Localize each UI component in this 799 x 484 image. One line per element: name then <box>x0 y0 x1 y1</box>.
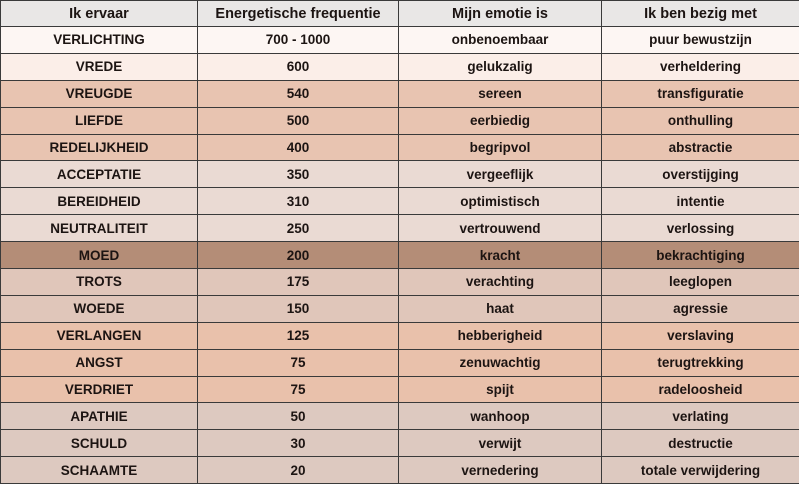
table-row: TROTS 175 verachting leeglopen <box>0 268 799 296</box>
emotion-cell: kracht <box>398 241 602 270</box>
activity-cell: verlossing <box>601 214 799 243</box>
activity-cell: abstractie <box>601 133 799 162</box>
emotion-cell: spijt <box>398 375 602 404</box>
frequency-cell: 350 <box>197 160 399 189</box>
header-frequency: Energetische frequentie <box>197 0 399 27</box>
state-cell: ACCEPTATIE <box>0 160 198 189</box>
frequency-cell: 30 <box>197 429 399 458</box>
frequency-cell: 175 <box>197 268 399 296</box>
activity-cell: agressie <box>601 294 799 323</box>
frequency-cell: 540 <box>197 79 399 108</box>
activity-cell: transfiguratie <box>601 79 799 108</box>
header-activity: Ik ben bezig met <box>601 0 799 27</box>
activity-cell: destructie <box>601 429 799 458</box>
frequency-cell: 20 <box>197 456 399 484</box>
state-cell: APATHIE <box>0 402 198 431</box>
frequency-cell: 500 <box>197 106 399 135</box>
emotion-cell: wanhoop <box>398 402 602 431</box>
table-row: VERLICHTING 700 - 1000 onbenoembaar puur be… <box>0 26 799 54</box>
frequency-cell: 200 <box>197 241 399 270</box>
emotion-cell: hebberigheid <box>398 321 602 350</box>
table-row: BEREIDHEID 310 optimistisch intentie <box>0 187 799 216</box>
activity-cell: totale verwijdering <box>601 456 799 484</box>
table-row: REDELIJKHEID 400 begripvol abstractie <box>0 133 799 162</box>
table-row: VREUGDE 540 sereen transfiguratie <box>0 79 799 108</box>
table-row: ACCEPTATIE 350 vergeeflijk overstijging <box>0 160 799 189</box>
emotion-cell: vertrouwend <box>398 214 602 243</box>
emotion-cell: vergeeflijk <box>398 160 602 189</box>
emotion-cell: eerbiedig <box>398 106 602 135</box>
state-cell: VERLANGEN <box>0 321 198 350</box>
frequency-cell: 125 <box>197 321 399 350</box>
state-cell: SCHAAMTE <box>0 456 198 484</box>
frequency-cell: 700 - 1000 <box>197 26 399 54</box>
emotion-cell: sereen <box>398 79 602 108</box>
activity-cell: puur bewustzijn <box>601 26 799 54</box>
state-cell: WOEDE <box>0 294 198 323</box>
table-row: NEUTRALITEIT 250 vertrouwend verlossing <box>0 214 799 243</box>
state-cell: BEREIDHEID <box>0 187 198 216</box>
table-row: APATHIE 50 wanhoop verlating <box>0 402 799 431</box>
activity-cell: intentie <box>601 187 799 216</box>
activity-cell: onthulling <box>601 106 799 135</box>
frequency-cell: 400 <box>197 133 399 162</box>
state-cell: VERDRIET <box>0 375 198 404</box>
header-row: Ik ervaar Energetische frequentie Mijn e… <box>0 0 799 27</box>
table-row: VERLANGEN 125 hebberigheid verslaving <box>0 321 799 350</box>
header-state: Ik ervaar <box>0 0 198 27</box>
frequency-cell: 75 <box>197 375 399 404</box>
emotion-cell: zenuwachtig <box>398 348 602 377</box>
frequency-cell: 600 <box>197 52 399 81</box>
state-cell: VERLICHTING <box>0 26 198 54</box>
emotion-cell: haat <box>398 294 602 323</box>
table-row: VREDE 600 gelukzalig verheldering <box>0 52 799 81</box>
table-row: VERDRIET 75 spijt radeloosheid <box>0 375 799 404</box>
emotion-cell: gelukzalig <box>398 52 602 81</box>
frequency-cell: 150 <box>197 294 399 323</box>
state-cell: NEUTRALITEIT <box>0 214 198 243</box>
activity-cell: terugtrekking <box>601 348 799 377</box>
activity-cell: verheldering <box>601 52 799 81</box>
emotion-cell: verwijt <box>398 429 602 458</box>
activity-cell: verslaving <box>601 321 799 350</box>
state-cell: SCHULD <box>0 429 198 458</box>
state-cell: VREDE <box>0 52 198 81</box>
state-cell: REDELIJKHEID <box>0 133 198 162</box>
frequency-cell: 250 <box>197 214 399 243</box>
emotion-cell: vernedering <box>398 456 602 484</box>
table-row: ANGST 75 zenuwachtig terugtrekking <box>0 348 799 377</box>
state-cell: ANGST <box>0 348 198 377</box>
state-cell: TROTS <box>0 268 198 296</box>
state-cell: LIEFDE <box>0 106 198 135</box>
emotion-cell: onbenoembaar <box>398 26 602 54</box>
state-cell: MOED <box>0 241 198 270</box>
activity-cell: radeloosheid <box>601 375 799 404</box>
emotion-cell: verachting <box>398 268 602 296</box>
state-cell: VREUGDE <box>0 79 198 108</box>
table-row: SCHAAMTE 20 vernedering totale verwijdering <box>0 456 799 484</box>
activity-cell: leeglopen <box>601 268 799 296</box>
table-row: SCHULD 30 verwijt destructie <box>0 429 799 458</box>
table-row: MOED 200 kracht bekrachtiging <box>0 241 799 270</box>
emotion-cell: begripvol <box>398 133 602 162</box>
frequency-cell: 75 <box>197 348 399 377</box>
header-emotion: Mijn emotie is <box>398 0 602 27</box>
frequency-cell: 310 <box>197 187 399 216</box>
activity-cell: bekrachtiging <box>601 241 799 270</box>
table-row: WOEDE 150 haat agressie <box>0 294 799 323</box>
activity-cell: verlating <box>601 402 799 431</box>
emotion-cell: optimistisch <box>398 187 602 216</box>
frequency-cell: 50 <box>197 402 399 431</box>
activity-cell: overstijging <box>601 160 799 189</box>
table-row: LIEFDE 500 eerbiedig onthulling <box>0 106 799 135</box>
